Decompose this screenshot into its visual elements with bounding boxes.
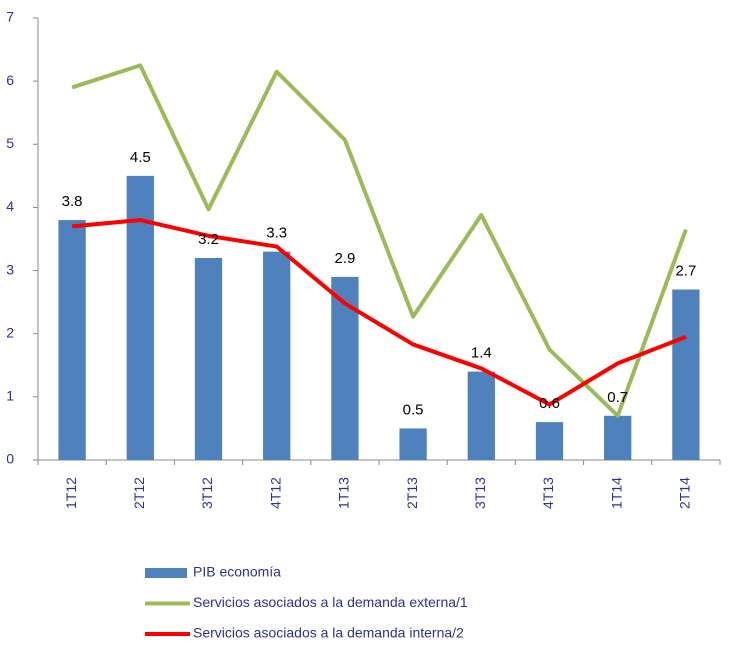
- bar: [58, 220, 86, 460]
- legend-label: Servicios asociados a la demanda externa…: [193, 594, 468, 610]
- bar: [194, 257, 223, 460]
- line: [71, 218, 687, 407]
- x-tick-label: 3T13: [472, 477, 488, 509]
- x-tick-label: 3T12: [199, 477, 215, 509]
- y-tick-label: 4: [6, 198, 14, 214]
- legend-swatch: [145, 568, 187, 578]
- y-tick-label: 6: [6, 72, 14, 88]
- data-label: 2.9: [334, 250, 355, 267]
- bar: [672, 289, 700, 460]
- x-tick-label: 1T12: [63, 477, 79, 509]
- y-tick-label: 5: [6, 135, 14, 151]
- x-tick-label: 1T14: [608, 477, 624, 509]
- bar: [263, 251, 291, 460]
- x-tick-label: 4T12: [267, 477, 283, 509]
- data-label: 2.7: [675, 262, 696, 279]
- data-label: 3.8: [62, 193, 83, 210]
- data-label: 4.5: [130, 149, 151, 166]
- data-label: 0.7: [607, 389, 628, 406]
- legend-label: Servicios asociados a la demanda interna…: [193, 625, 464, 641]
- x-tick-label: 2T12: [131, 477, 147, 509]
- bar: [604, 415, 632, 460]
- y-tick-label: 1: [6, 388, 14, 404]
- x-tick-label: 2T14: [677, 477, 693, 509]
- y-tick-label: 7: [6, 9, 14, 25]
- line: [71, 63, 688, 418]
- data-label: 3.3: [266, 225, 287, 242]
- y-tick-label: 2: [6, 324, 14, 340]
- x-tick-label: 1T13: [336, 477, 352, 509]
- bar: [467, 371, 495, 460]
- x-tick-label: 2T13: [404, 477, 420, 509]
- data-label: 1.4: [471, 345, 492, 362]
- x-tick-label: 4T13: [540, 477, 556, 509]
- bar: [399, 428, 427, 460]
- data-label: 0.6: [539, 395, 560, 412]
- y-tick-label: 3: [6, 261, 14, 277]
- bar: [535, 422, 564, 460]
- data-label: 0.5: [403, 401, 424, 418]
- legend-label: PIB economía: [193, 564, 281, 580]
- data-label: 3.2: [198, 231, 219, 248]
- y-tick-label: 0: [6, 451, 14, 467]
